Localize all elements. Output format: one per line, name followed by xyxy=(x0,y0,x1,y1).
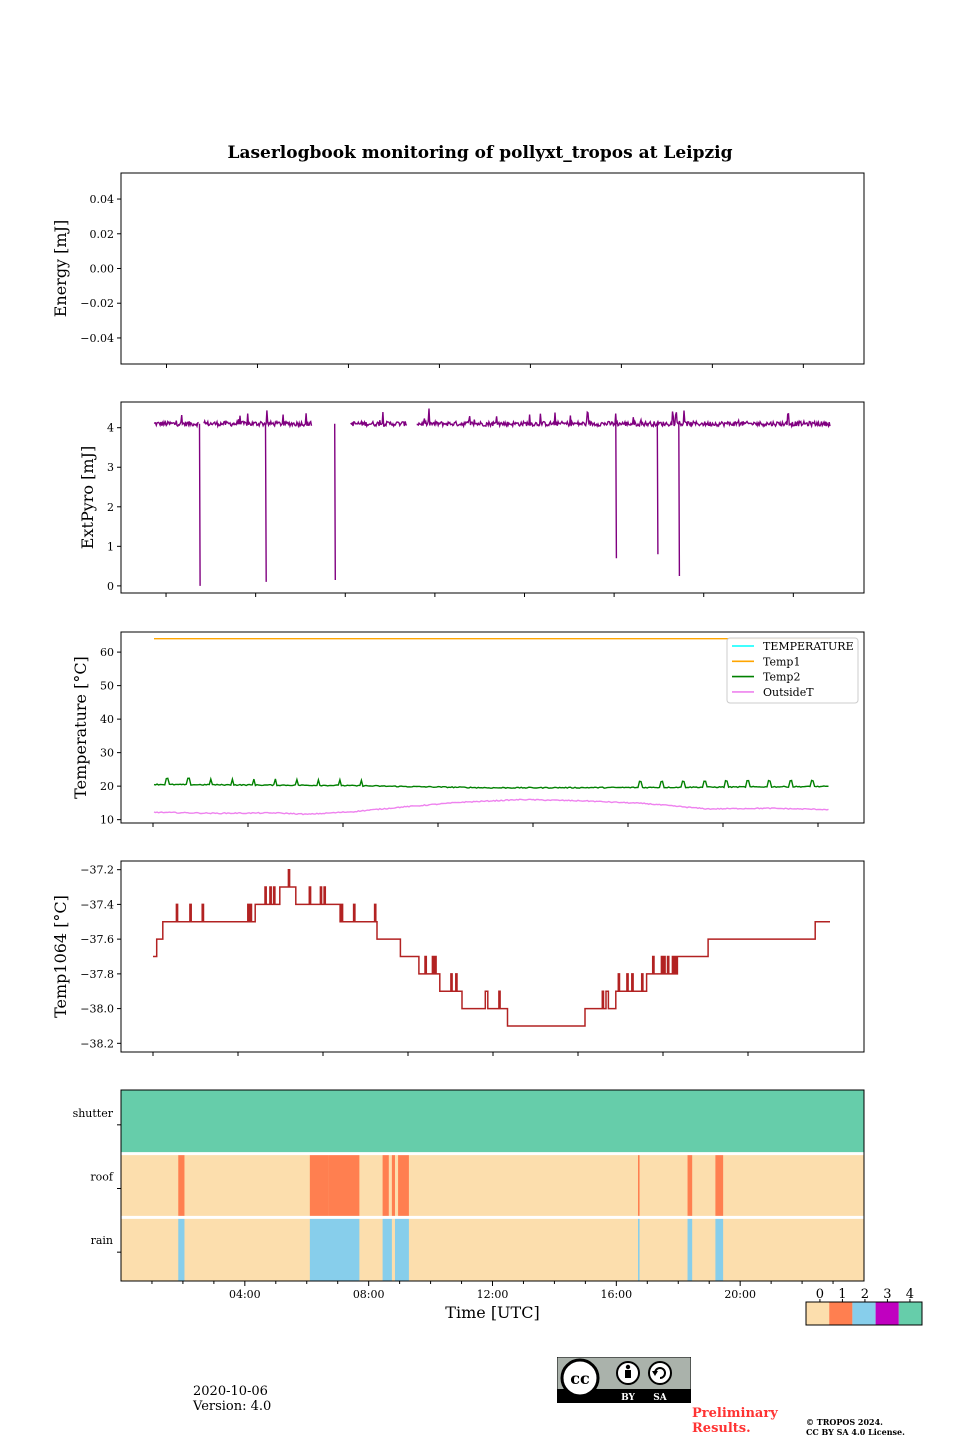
temp1064-panel: −37.2 −37.4 −37.6 −37.8 −38.0 −38.2 Temp1064 [… xyxy=(51,860,865,1056)
energy-panel: 0.04 0.02 0.00 −0.02 −0.04 Energy [mJ] xyxy=(51,172,865,368)
cc-license-badge: cc BY SA xyxy=(556,1356,692,1404)
y-axis-label: Energy [mJ] xyxy=(51,220,70,318)
version-label: Version: 4.0 xyxy=(193,1399,272,1414)
status-segment-rain xyxy=(394,1217,409,1281)
status-segment-rain xyxy=(178,1217,185,1281)
status-segment-roof xyxy=(715,1153,724,1218)
y-tick-label: −37.8 xyxy=(80,968,114,981)
y-tick-label: 50 xyxy=(100,680,114,693)
x-tick-label: 20:00 xyxy=(724,1288,756,1301)
x-tick-label: 16:00 xyxy=(600,1288,632,1301)
extpyro-panel: 0 1 2 3 4 ExtPyro [mJ] xyxy=(78,401,865,597)
colorbar-swatch xyxy=(829,1302,853,1325)
copyright-notice: © TROPOS 2024. CC BY SA 4.0 License. xyxy=(806,1417,946,1437)
status-segment-rain xyxy=(687,1217,693,1281)
status-row-rain xyxy=(121,1217,864,1281)
y-tick-label: 0.00 xyxy=(90,263,115,276)
status-segment-roof xyxy=(178,1153,185,1218)
colorbar-swatch xyxy=(898,1302,922,1325)
y-tick-label: 0.04 xyxy=(90,193,115,206)
status-segment-rain xyxy=(382,1217,392,1281)
legend-label: TEMPERATURE xyxy=(763,640,854,653)
y-tick-label: 40 xyxy=(100,713,114,726)
x-tick-label: 12:00 xyxy=(477,1288,509,1301)
y-tick-label: 4 xyxy=(107,422,114,435)
y-tick-label: −0.04 xyxy=(80,332,114,345)
status-segment-roof xyxy=(309,1153,329,1218)
colorbar-swatch xyxy=(852,1302,876,1325)
status-segment-roof xyxy=(391,1153,395,1218)
legend-label: Temp2 xyxy=(763,671,800,684)
colorbar-tick-label: 2 xyxy=(861,1287,869,1302)
y-axis-label: Temp1064 [°C] xyxy=(51,895,70,1018)
license-line: CC BY SA 4.0 License. xyxy=(806,1427,905,1437)
y-tick-label: 1 xyxy=(107,540,114,553)
y-tick-label: −37.4 xyxy=(80,898,114,911)
temp1064-series-line xyxy=(153,868,830,1027)
y-axis-label: ExtPyro [mJ] xyxy=(78,446,97,549)
axes-frame xyxy=(120,401,865,594)
colorbar-swatch xyxy=(875,1302,899,1325)
colorbar-tick-label: 1 xyxy=(838,1287,846,1302)
status-segment-roof xyxy=(687,1153,693,1218)
cc-by-label: BY xyxy=(621,1393,635,1403)
y-tick-label: 3 xyxy=(107,461,114,474)
status-segment-roof xyxy=(328,1153,360,1218)
y-tick-label: 0.02 xyxy=(90,228,115,241)
status-row-label: shutter xyxy=(73,1107,114,1120)
status-segment-rain xyxy=(638,1217,640,1281)
figure-title: Laserlogbook monitoring of pollyxt_tropo… xyxy=(227,143,732,163)
x-axis-label: Time [UTC] xyxy=(445,1303,539,1322)
colorbar-tick-label: 3 xyxy=(883,1287,891,1302)
colorbar-swatch xyxy=(806,1302,830,1325)
y-tick-label: 60 xyxy=(100,646,114,659)
status-row-label: rain xyxy=(91,1234,113,1247)
legend: TEMPERATURE Temp1 Temp2 OutsideT xyxy=(726,637,859,704)
status-row-label: roof xyxy=(90,1171,114,1184)
y-tick-label: 20 xyxy=(100,780,114,793)
legend-box xyxy=(726,637,859,704)
y-tick-label: 30 xyxy=(100,747,114,760)
status-segment-roof xyxy=(398,1153,409,1218)
status-segment-rain xyxy=(715,1217,724,1281)
copyright-line: © TROPOS 2024. xyxy=(806,1417,883,1427)
date-label: 2020-10-06 xyxy=(193,1384,268,1399)
colorbar-frame xyxy=(805,1301,923,1326)
status-segment-rain xyxy=(309,1217,360,1281)
y-tick-label: −38.0 xyxy=(80,1003,114,1016)
axes-frame xyxy=(120,172,865,365)
legend-label: Temp1 xyxy=(763,655,800,668)
colorbar-tick-label: 0 xyxy=(816,1287,824,1302)
y-tick-label: −37.6 xyxy=(80,933,114,946)
x-tick-label: 04:00 xyxy=(229,1288,261,1301)
outsidet-series-line xyxy=(153,798,829,816)
temp2-series-line xyxy=(153,776,829,789)
status-segment-shutter xyxy=(121,1090,864,1154)
y-tick-label: −38.2 xyxy=(80,1037,114,1050)
y-tick-label: −0.02 xyxy=(80,297,114,310)
y-tick-label: −37.2 xyxy=(80,864,114,877)
extpyro-series-line xyxy=(153,408,831,586)
cc-sa-label: SA xyxy=(653,1393,667,1403)
status-segment-roof xyxy=(382,1153,389,1218)
cc-logo-text: cc xyxy=(570,1369,590,1388)
preliminary-notice: Preliminary Results. xyxy=(692,1406,778,1436)
y-tick-label: 0 xyxy=(107,580,114,593)
axes-frame xyxy=(120,860,865,1053)
sa-share-icon xyxy=(648,1361,672,1385)
x-tick-label: 08:00 xyxy=(353,1288,385,1301)
y-tick-label: 10 xyxy=(100,814,114,827)
y-axis-label: Temperature [°C] xyxy=(71,656,90,799)
colorbar-tick-label: 4 xyxy=(906,1287,914,1302)
status-panel: shutter roof rain 04:00 08:00 12:00 16:00 20:00… xyxy=(73,1089,865,1322)
status-segment-roof xyxy=(638,1153,640,1218)
axes-frame xyxy=(120,631,865,824)
legend-label: OutsideT xyxy=(763,686,814,699)
status-row-roof xyxy=(121,1153,864,1218)
y-tick-label: 2 xyxy=(107,501,114,514)
